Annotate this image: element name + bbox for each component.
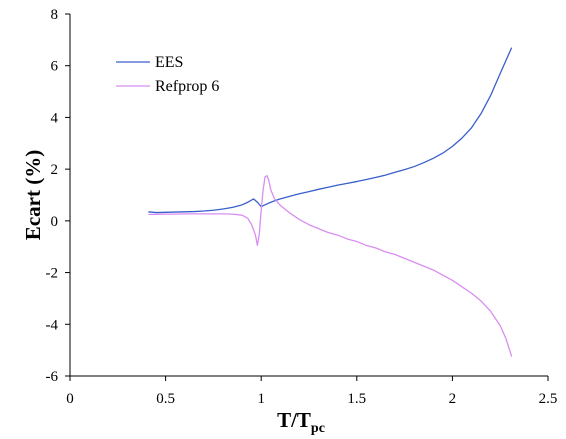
legend-label-2: Refprop 6 xyxy=(155,78,219,95)
y-tick-label: -4 xyxy=(46,317,59,333)
legend: EES Refprop 6 xyxy=(116,54,219,95)
x-axis-title-main: T/T xyxy=(277,408,311,432)
x-tick-label: 0.5 xyxy=(156,391,175,407)
y-tick-label: 2 xyxy=(51,162,59,178)
series-layer xyxy=(148,47,513,357)
y-tick-label: 6 xyxy=(51,59,59,75)
y-tick-label: -2 xyxy=(46,266,59,282)
x-tick-label: 2 xyxy=(449,391,457,407)
x-tick-label: 1.5 xyxy=(347,391,366,407)
x-axis-title-subscript: pc xyxy=(311,421,325,436)
y-tick-label: -6 xyxy=(46,369,59,385)
x-tick-label: 1 xyxy=(257,391,265,407)
y-tick-label: 0 xyxy=(51,214,59,230)
x-tick-label: 2.5 xyxy=(539,391,558,407)
legend-label-1: EES xyxy=(155,54,183,71)
series-line-1 xyxy=(148,47,513,214)
y-tick-label: 4 xyxy=(51,110,59,126)
series-line-2 xyxy=(148,174,513,357)
x-tick-label: 0 xyxy=(66,391,74,407)
axes-group: -6 -4 -2 0 2 4 6 8 0 0.5 1 1.5 2 2.5 xyxy=(46,7,558,407)
y-tick-label: 8 xyxy=(51,7,59,23)
y-axis-title: Ecart (%) xyxy=(21,150,45,240)
x-axis-title: T/Tpc xyxy=(277,408,325,436)
